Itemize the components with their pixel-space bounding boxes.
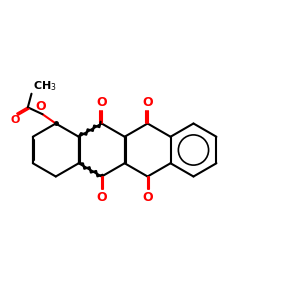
Text: O: O — [142, 190, 153, 204]
Text: CH$_3$: CH$_3$ — [33, 79, 57, 93]
Text: O: O — [36, 100, 46, 113]
Text: O: O — [96, 96, 107, 110]
Text: O: O — [11, 115, 20, 125]
Text: O: O — [96, 190, 107, 204]
Text: O: O — [142, 96, 153, 110]
